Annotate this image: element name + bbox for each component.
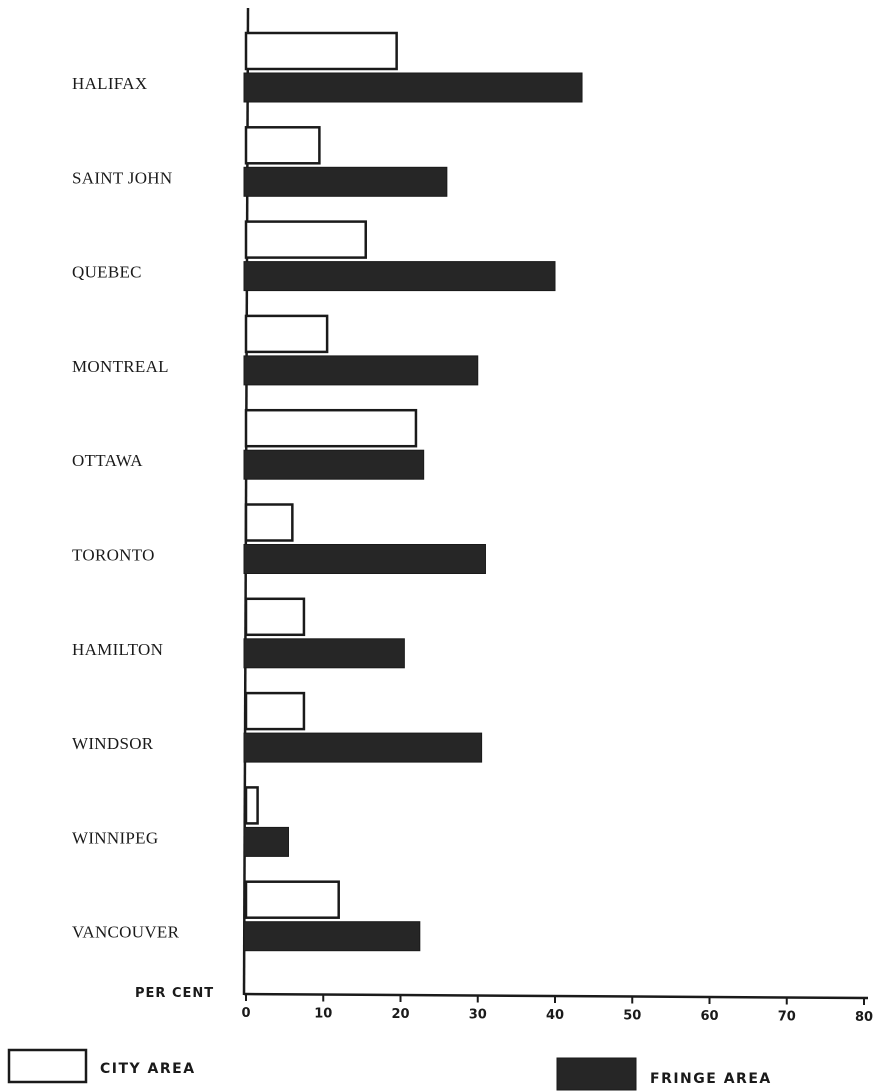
category-label-hamilton: HAMILTON xyxy=(72,640,163,659)
x-axis-title: PER CENT xyxy=(135,986,214,1001)
x-tick-label-40: 40 xyxy=(546,1008,564,1023)
category-labels: HALIFAX SAINT JOHN QUEBEC MONTREAL OTTAWA TOR… xyxy=(72,74,180,942)
bar-city-area-quebec xyxy=(244,220,367,259)
x-tick-label-80: 80 xyxy=(855,1010,873,1025)
bar-fringe-area-halifax xyxy=(243,72,583,103)
x-tick-label-20: 20 xyxy=(391,1007,409,1022)
category-label-toronto: TORONTO xyxy=(72,546,155,565)
bar-city-area-vancouver xyxy=(244,880,340,919)
category-label-saint-john: SAINT JOHN xyxy=(72,168,172,187)
x-tick-label-10: 10 xyxy=(314,1007,332,1022)
x-tick-label-0: 0 xyxy=(241,1006,250,1021)
bar-fringe-area-saint-john xyxy=(243,166,448,197)
legend-swatch-city-area xyxy=(7,1048,88,1084)
bar-fringe-area-ottawa xyxy=(243,449,425,480)
bar-city-area-saint-john xyxy=(244,126,321,165)
bar-city-area-hamilton xyxy=(244,597,306,637)
bar-fringe-area-windsor xyxy=(243,732,483,763)
category-label-vancouver: VANCOUVER xyxy=(72,923,180,942)
category-label-halifax: HALIFAX xyxy=(72,74,147,93)
bar-city-area-halifax xyxy=(244,31,398,71)
legend-label-fringe-area: FRINGE AREA xyxy=(650,1071,772,1087)
bar-city-area-ottawa xyxy=(244,408,418,448)
x-tick-label-50: 50 xyxy=(623,1009,641,1024)
x-ticks: 0 10 20 30 40 50 60 70 80 xyxy=(241,994,873,1025)
bar-fringe-area-vancouver xyxy=(243,921,421,952)
category-label-quebec: QUEBEC xyxy=(72,263,142,282)
legend: CITY AREA FRINGE AREA xyxy=(7,1048,772,1091)
x-tick-label-70: 70 xyxy=(778,1010,796,1025)
bar-city-area-winnipeg xyxy=(244,786,259,825)
bar-city-area-toronto xyxy=(244,503,294,542)
bars-group xyxy=(243,31,583,952)
bar-city-area-montreal xyxy=(244,314,329,354)
x-tick-label-60: 60 xyxy=(700,1009,718,1024)
category-label-montreal: MONTREAL xyxy=(72,357,169,376)
bar-fringe-area-hamilton xyxy=(243,638,405,669)
bar-fringe-area-quebec xyxy=(243,261,556,292)
bar-fringe-area-toronto xyxy=(243,544,486,574)
legend-swatch-fringe-area xyxy=(556,1057,637,1091)
bar-fringe-area-winnipeg xyxy=(243,826,289,857)
bar-city-area-windsor xyxy=(244,691,306,731)
category-label-winnipeg: WINNIPEG xyxy=(72,828,158,847)
legend-label-city-area: CITY AREA xyxy=(100,1061,196,1077)
bar-fringe-area-montreal xyxy=(243,355,479,386)
category-label-ottawa: OTTAWA xyxy=(72,451,143,470)
x-tick-label-30: 30 xyxy=(469,1008,487,1023)
category-label-windsor: WINDSOR xyxy=(72,734,154,753)
